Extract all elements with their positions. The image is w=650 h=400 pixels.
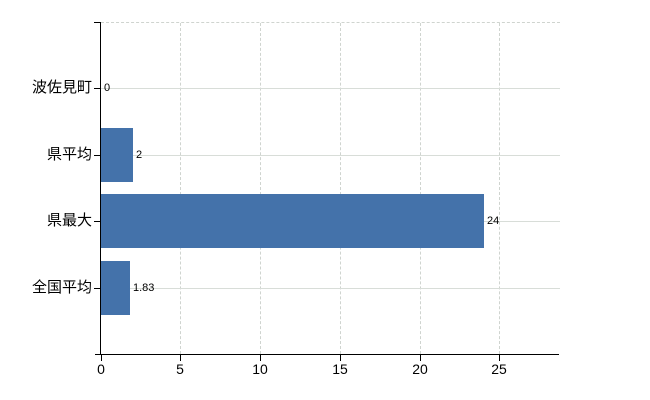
x-tick (499, 355, 500, 361)
plot-top-border (101, 22, 560, 23)
value-label: 1.83 (133, 282, 155, 294)
x-axis (95, 354, 559, 355)
y-tick (94, 155, 101, 156)
y-tick (94, 288, 101, 289)
x-tick-label: 10 (252, 361, 268, 377)
h-gridline (101, 88, 560, 89)
y-tick (94, 221, 101, 222)
h-gridline (101, 288, 560, 289)
y-tick (94, 88, 101, 89)
v-gridline (420, 23, 421, 354)
x-tick (180, 355, 181, 361)
v-gridline (499, 23, 500, 354)
value-label: 24 (487, 215, 500, 227)
y-axis (100, 22, 101, 355)
v-gridline (340, 23, 341, 354)
x-tick-label: 25 (491, 361, 507, 377)
y-axis-end-tick (94, 22, 101, 23)
x-tick-label: 15 (332, 361, 348, 377)
x-tick (340, 355, 341, 361)
bar (101, 194, 484, 248)
x-tick-label: 20 (412, 361, 428, 377)
x-tick (420, 355, 421, 361)
h-gridline (101, 155, 560, 156)
bar (101, 261, 130, 315)
x-tick-label: 5 (176, 361, 184, 377)
category-label: 県平均 (46, 146, 92, 163)
bar (101, 128, 133, 182)
x-tick-label: 0 (97, 361, 105, 377)
value-label: 0 (104, 82, 111, 94)
x-tick (260, 355, 261, 361)
category-label: 波佐見町 (31, 79, 92, 96)
category-label: 県最大 (46, 212, 92, 229)
x-tick (101, 355, 102, 361)
v-gridline (180, 23, 181, 354)
value-label: 2 (136, 149, 143, 161)
v-gridline (260, 23, 261, 354)
category-label: 全国平均 (31, 279, 92, 296)
